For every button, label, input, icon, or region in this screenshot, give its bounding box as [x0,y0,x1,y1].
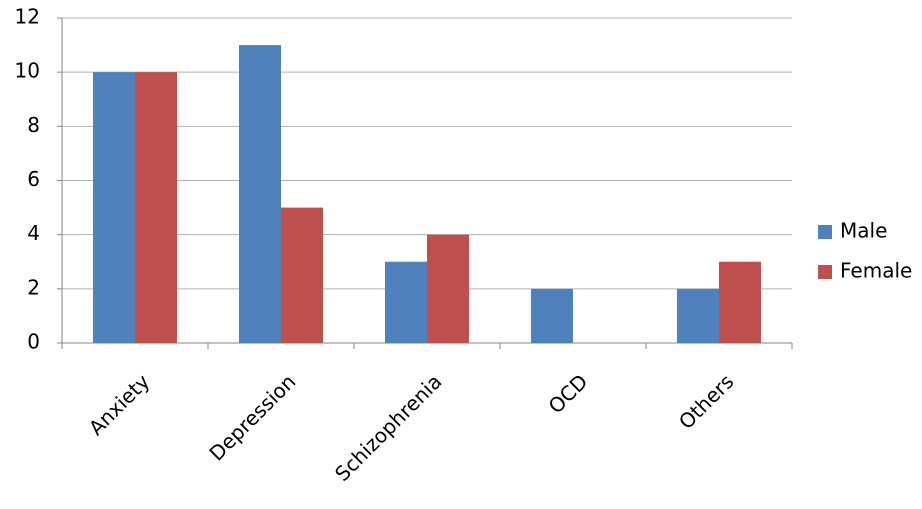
y-tick-label: 8 [27,113,40,137]
legend-swatch [818,225,832,239]
x-tick-label: Others [674,369,739,434]
bar [135,72,177,344]
bar [239,45,281,343]
bar [531,288,573,343]
legend-label: Female [840,259,912,283]
legend-swatch [818,265,832,279]
bar [281,207,323,343]
x-tick-label: Schizophrenia [330,369,446,485]
bar [677,288,719,343]
y-tick-label: 12 [15,5,40,29]
x-tick-label: Depression [204,369,300,465]
x-tick-label: Anxiety [84,369,155,440]
bar [93,72,135,344]
x-tick-label: OCD [544,369,593,418]
y-tick-label: 2 [27,275,40,299]
bar [385,261,427,343]
y-tick-label: 0 [27,330,40,354]
bar [427,234,469,343]
y-tick-label: 6 [27,167,40,191]
bar [719,261,761,343]
legend-label: Male [840,219,887,243]
y-tick-label: 10 [15,59,40,83]
y-tick-label: 4 [27,221,40,245]
